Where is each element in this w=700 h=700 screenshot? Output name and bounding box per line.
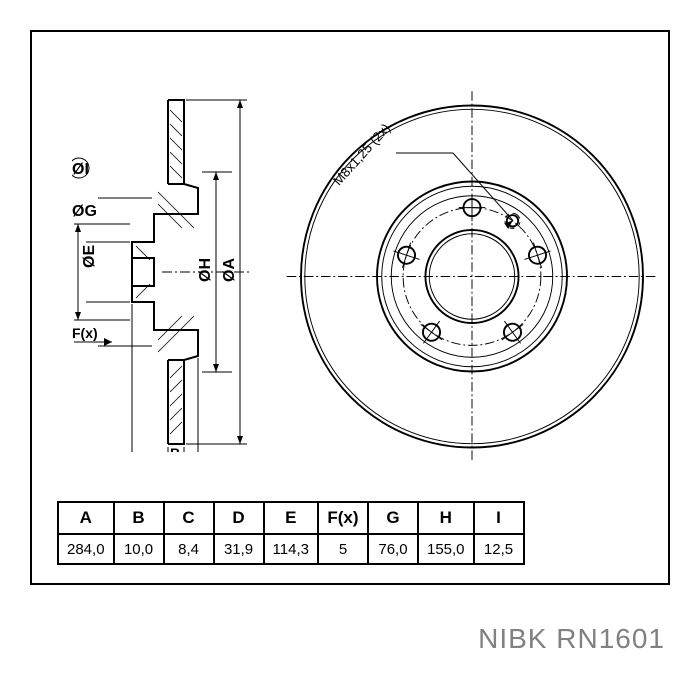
col-C: C (164, 502, 214, 534)
col-I: I (474, 502, 524, 534)
drawing-area: ØI ØG ØE F(x) ØH Ø (32, 32, 668, 477)
val-E: 114,3 (264, 534, 318, 564)
val-H: 155,0 (418, 534, 474, 564)
brand-part-label: NIBK RN1601 (478, 623, 665, 655)
label-F: F(x) (72, 325, 98, 341)
side-cross-section: ØI ØG ØE F(x) ØH Ø (72, 72, 252, 452)
col-D: D (214, 502, 264, 534)
col-E: E (264, 502, 318, 534)
col-G: G (368, 502, 418, 534)
val-F: 5 (318, 534, 368, 564)
label-diameter-A: ØA (221, 258, 238, 282)
val-G: 76,0 (368, 534, 418, 564)
diagram-frame: ØI ØG ØE F(x) ØH Ø (30, 30, 670, 585)
col-F: F(x) (318, 502, 368, 534)
val-D: 31,9 (214, 534, 264, 564)
col-A: A (58, 502, 114, 534)
brand: NIBK (478, 623, 547, 654)
table-header-row: A B C D E F(x) G H I (58, 502, 524, 534)
thread-label: M8x1,25 (2x) (330, 121, 393, 189)
val-C: 8,4 (164, 534, 214, 564)
val-B: 10,0 (114, 534, 164, 564)
val-A: 284,0 (58, 534, 114, 564)
front-disc-view: M8x1,25 (2x) (282, 67, 662, 467)
label-diameter-H: ØH (197, 258, 214, 282)
spec-table: A B C D E F(x) G H I 284,0 10,0 8,4 31,9… (57, 501, 525, 565)
table-value-row: 284,0 10,0 8,4 31,9 114,3 5 76,0 155,0 1… (58, 534, 524, 564)
col-H: H (418, 502, 474, 534)
val-I: 12,5 (474, 534, 524, 564)
label-diameter-E: ØE (81, 245, 98, 268)
label-diameter-G: ØG (72, 203, 97, 220)
part-number: RN1601 (556, 623, 665, 654)
label-B: B (170, 445, 180, 452)
col-B: B (114, 502, 164, 534)
